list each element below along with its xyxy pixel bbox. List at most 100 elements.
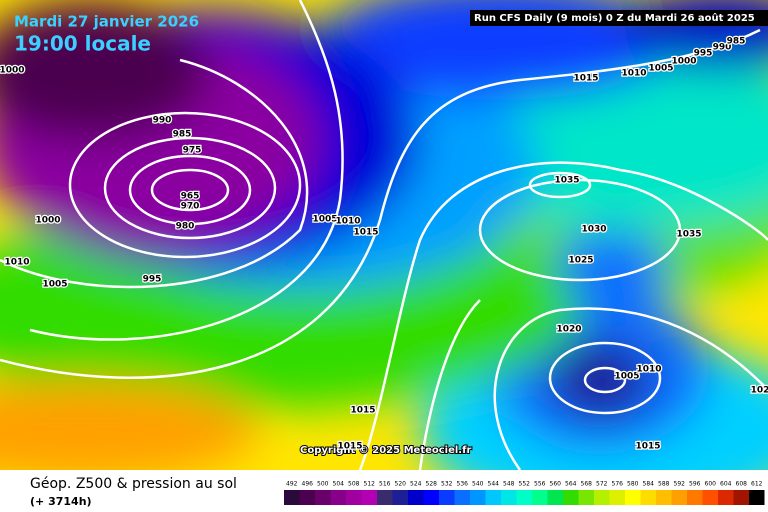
- isobar-label: 1005: [648, 64, 673, 74]
- isobar-label: 1005: [312, 215, 337, 225]
- scale-swatch: [299, 490, 315, 505]
- scale-label: 568: [581, 481, 593, 488]
- isobar-label: 1015: [353, 228, 378, 238]
- scale-label: 580: [627, 481, 639, 488]
- isobar-label: 990: [153, 116, 172, 126]
- scale-swatch: [671, 490, 687, 505]
- scale-swatch: [609, 490, 625, 505]
- scale-swatch: [640, 490, 656, 505]
- scale-swatch: [563, 490, 579, 505]
- scale-label: 544: [488, 481, 500, 488]
- scale-label: 560: [550, 481, 562, 488]
- scale-swatch: [485, 490, 501, 505]
- scale-swatch: [346, 490, 362, 505]
- scale-swatch: [656, 490, 672, 505]
- scale-label: 528: [426, 481, 438, 488]
- scale-label: 512: [364, 481, 376, 488]
- scale-label: 604: [720, 481, 732, 488]
- isobar-label: 1000: [35, 216, 60, 226]
- scale-label: 564: [565, 481, 577, 488]
- scale-swatch: [439, 490, 455, 505]
- scale-label: 508: [348, 481, 360, 488]
- scale-label: 572: [596, 481, 608, 488]
- isobar-label: 1020: [556, 325, 581, 335]
- scale-swatch: [547, 490, 563, 505]
- scale-swatch: [702, 490, 718, 505]
- scale-swatch: [625, 490, 641, 505]
- scale-label: 576: [612, 481, 624, 488]
- copyright: Copyright © 2025 Meteociel.fr: [300, 445, 471, 456]
- isobar-label: 1010: [636, 365, 661, 375]
- scale-label: 552: [519, 481, 531, 488]
- scale-swatch: [578, 490, 594, 505]
- isobar-label: 102: [751, 386, 768, 396]
- scale-label: 532: [441, 481, 453, 488]
- isobar-label: 1015: [635, 442, 660, 452]
- scale-swatch: [408, 490, 424, 505]
- isobar-label: 1010: [335, 217, 360, 227]
- isobar-label: 985: [173, 130, 192, 140]
- isobar-label: 995: [694, 49, 713, 59]
- scale-label: 584: [643, 481, 655, 488]
- scale-swatch: [423, 490, 439, 505]
- scale-swatch: [718, 490, 734, 505]
- run-info: Run CFS Daily (9 mois) 0 Z du Mardi 26 a…: [474, 12, 755, 24]
- scale-label: 612: [751, 481, 763, 488]
- scale-swatch: [392, 490, 408, 505]
- isobar-label: 1010: [4, 258, 29, 268]
- scale-swatch: [501, 490, 517, 505]
- scale-label: 596: [689, 481, 701, 488]
- isobar-label: 1030: [581, 225, 606, 235]
- scale-swatch: [361, 490, 377, 505]
- scale-swatch: [315, 490, 331, 505]
- scale-label: 504: [333, 481, 345, 488]
- scale-label: 500: [317, 481, 329, 488]
- isobars: [0, 0, 768, 471]
- scale-label: 588: [658, 481, 670, 488]
- time: 19:00 locale: [14, 32, 151, 56]
- scale-label: 600: [705, 481, 717, 488]
- scale-label: 520: [395, 481, 407, 488]
- scale-label: 540: [472, 481, 484, 488]
- scale-label: 492: [286, 481, 298, 488]
- scale-swatch: [284, 490, 300, 505]
- run-banner: [470, 10, 768, 26]
- isobar-label: 965: [181, 192, 200, 202]
- isobar-label: 975: [183, 146, 202, 156]
- scale-label: 608: [736, 481, 748, 488]
- isobar-label: 1015: [337, 442, 362, 452]
- isobar-label: 1005: [614, 372, 639, 382]
- isobar-label: 1000: [671, 57, 696, 67]
- isobar-label: 985: [727, 37, 746, 47]
- footer-lead: (+ 3714h): [30, 495, 92, 508]
- scale-swatch: [532, 490, 548, 505]
- scale-swatch: [330, 490, 346, 505]
- scale-swatch: [454, 490, 470, 505]
- scale-label: 548: [503, 481, 515, 488]
- isobar-label: 1015: [350, 406, 375, 416]
- scale-label: 516: [379, 481, 391, 488]
- isobar-label: 990: [713, 43, 732, 53]
- scale-swatch: [470, 490, 486, 505]
- scale-label: 592: [674, 481, 686, 488]
- scale-label: 536: [457, 481, 469, 488]
- isobar-label: 1025: [568, 256, 593, 266]
- isobar-label: 1005: [42, 280, 67, 290]
- scale-swatch: [687, 490, 703, 505]
- scale-swatch: [749, 490, 765, 505]
- scale-swatch: [516, 490, 532, 505]
- scale-label: 556: [534, 481, 546, 488]
- scale-swatch: [594, 490, 610, 505]
- isobar-label: 1035: [554, 176, 579, 186]
- isobar-label: 1010: [621, 69, 646, 79]
- scale-label: 524: [410, 481, 422, 488]
- isobar-label: 970: [181, 202, 200, 212]
- isobar-label: 995: [143, 275, 162, 285]
- isobar-label: 1000: [0, 66, 25, 76]
- scale-swatch: [377, 490, 393, 505]
- footer-title: Géop. Z500 & pression au sol: [30, 476, 237, 492]
- scale-swatch: [733, 490, 749, 505]
